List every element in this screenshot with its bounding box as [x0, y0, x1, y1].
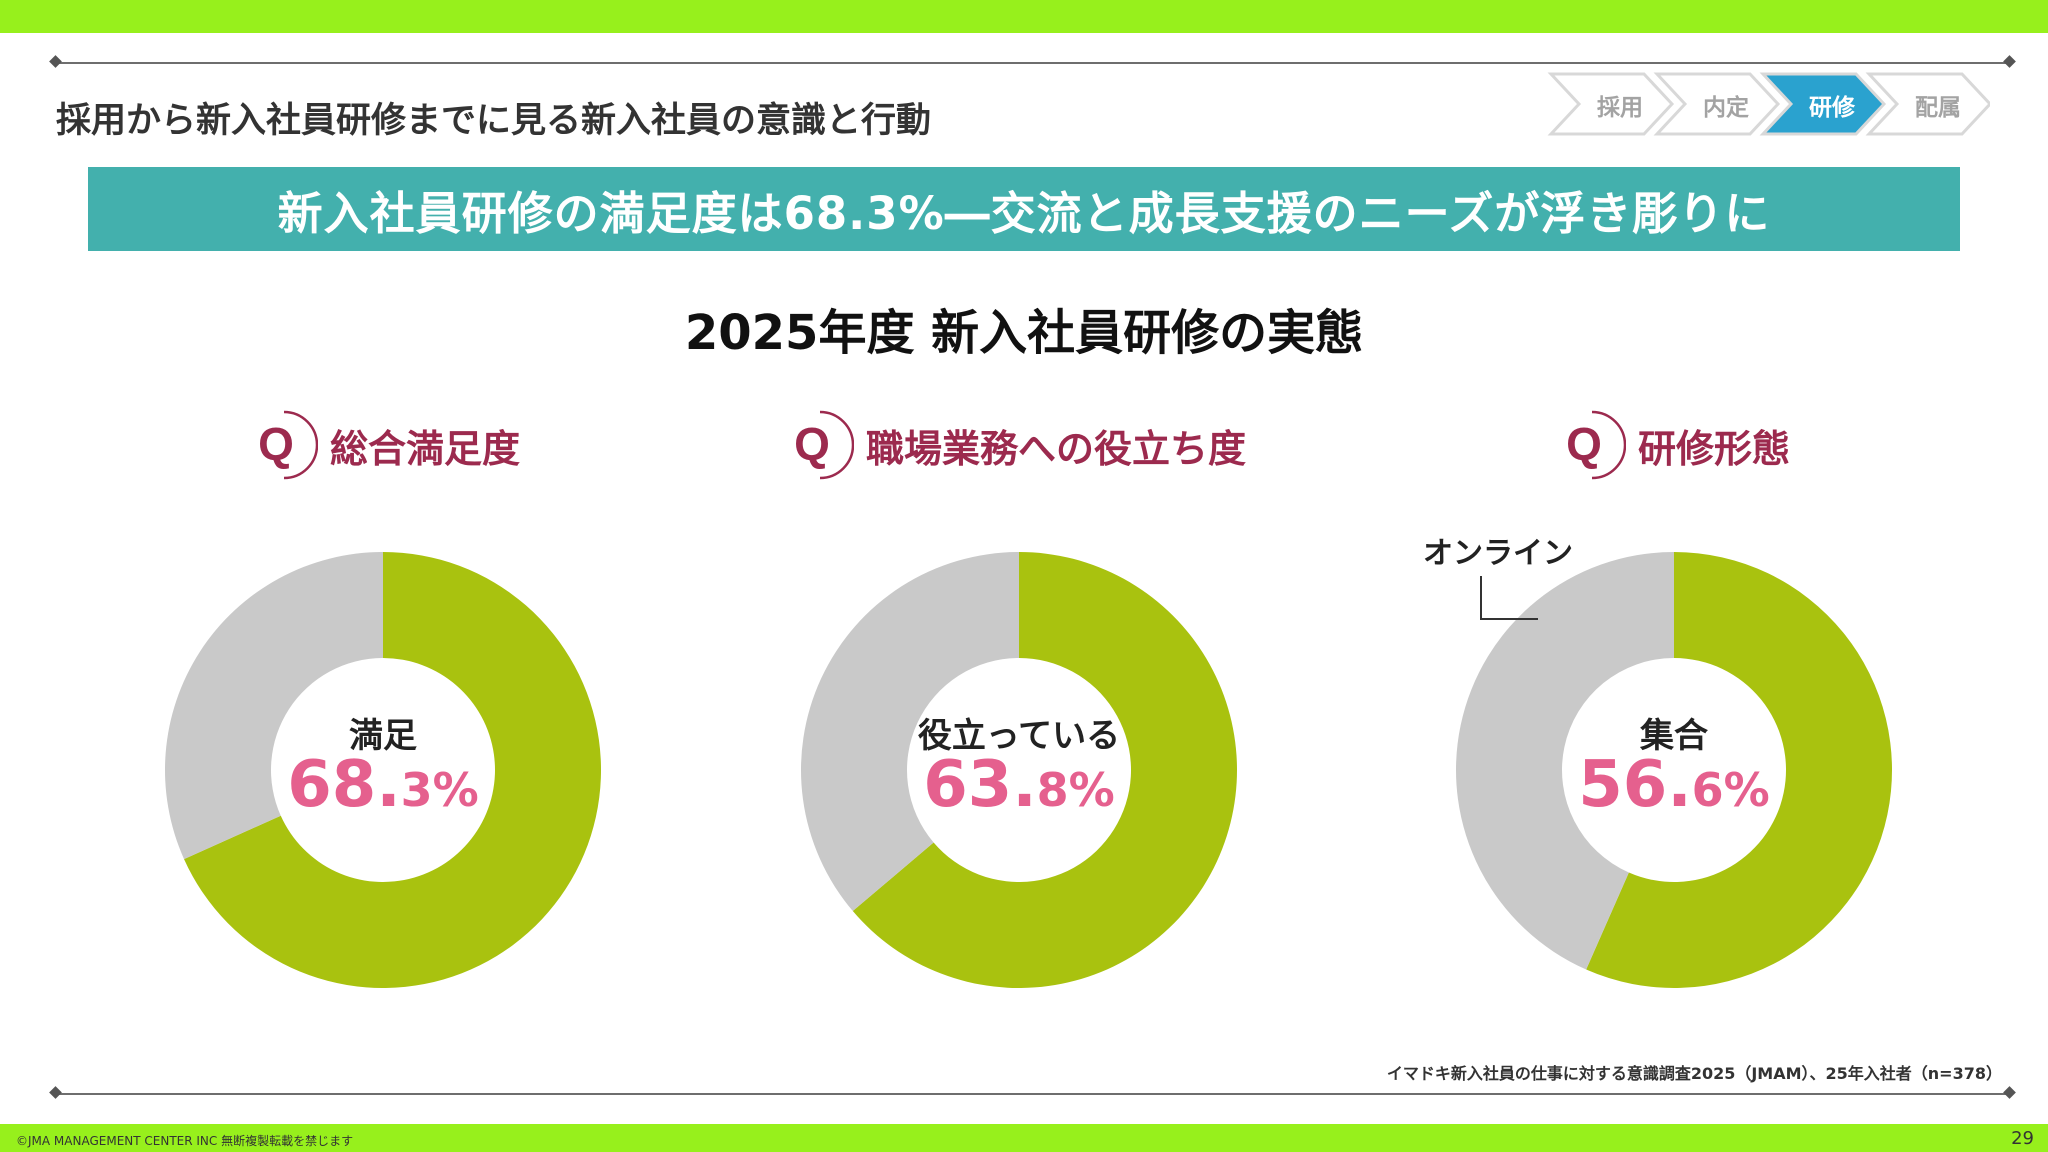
donut-slice-primary [184, 552, 601, 988]
donut-svg [1456, 552, 1892, 988]
donut-chart-satisfaction: 満足 68.3% [163, 550, 603, 990]
value-integer: 68. [287, 748, 401, 822]
donut-slice-remainder [1456, 552, 1674, 970]
step-label-naitei: 内定 [1703, 95, 1749, 121]
headline-banner: 新入社員研修の満足度は68.3%―交流と成長支援のニーズが浮き彫りに [88, 167, 1960, 251]
step-arrow-2 [1653, 72, 1781, 136]
value-decimal: 6% [1691, 763, 1770, 817]
question-header-1: Q 総合満足度 [240, 405, 520, 485]
bottom-brand-bar [0, 1124, 2048, 1152]
page-title: 採用から新入社員研修までに見る新入社員の意識と行動 [56, 101, 932, 141]
source-note: イマドキ新入社員の仕事に対する意識調査2025（JMAM）、25年入社者（n=3… [1386, 1064, 2002, 1083]
value-integer: 56. [1578, 748, 1692, 822]
donut-center-label: 満足 [349, 716, 417, 756]
value-integer: 63. [923, 748, 1037, 822]
donut-center-value: 56.6% [1454, 748, 1894, 822]
question-header-2: Q 職場業務への役立ち度 [776, 405, 1246, 485]
step-label-kenshu: 研修 [1809, 95, 1855, 121]
step-arrow-4 [1865, 72, 1990, 136]
donut-slice-remainder [801, 552, 1019, 912]
step-label-saiyo: 採用 [1597, 95, 1643, 121]
headline-text: 新入社員研修の満足度は68.3%―交流と成長支援のニーズが浮き彫りに [277, 186, 1771, 240]
donut-svg [801, 552, 1237, 988]
section-title: 2025年度 新入社員研修の実態 [684, 305, 1364, 361]
svg-text:Q: Q [258, 418, 294, 470]
donut-slice-primary [1586, 552, 1892, 988]
online-callout-label: オンライン [1423, 536, 1573, 571]
donut-center-value: 68.3% [163, 748, 603, 822]
process-steps: 採用 内定 研修 配属 [1545, 72, 1990, 136]
bottom-divider [55, 1093, 2010, 1095]
value-decimal: 8% [1036, 763, 1115, 817]
svg-text:Q: Q [794, 418, 830, 470]
step-label-haizoku: 配属 [1915, 95, 1961, 121]
value-decimal: 3% [400, 763, 479, 817]
q-mark-icon: Q [1566, 410, 1626, 480]
q-mark-icon: Q [258, 410, 318, 480]
question-header-3: Q 研修形態 [1548, 405, 1790, 485]
svg-text:Q: Q [1566, 418, 1602, 470]
step-arrow-3 [1759, 72, 1887, 136]
process-steps-arrows [1547, 72, 1990, 136]
donut-center-value: 63.8% [799, 748, 1239, 822]
donut-svg [165, 552, 601, 988]
step-arrow-1 [1547, 72, 1675, 136]
donut-chart-usefulness: 役立っている 63.8% [799, 550, 1239, 990]
top-brand-bar [0, 0, 2048, 33]
donut-center-label: 役立っている [917, 716, 1121, 756]
donut-center-label: 集合 [1640, 716, 1708, 756]
donut-slice-remainder [165, 552, 383, 860]
donut-slice-primary [852, 552, 1237, 988]
q-mark-icon: Q [794, 410, 854, 480]
page-number: 29 [2011, 1128, 2034, 1149]
question-text: 職場業務への役立ち度 [866, 426, 1247, 471]
question-text: 研修形態 [1638, 426, 1791, 471]
donut-chart-format: 集合 56.6% [1454, 550, 1894, 990]
top-divider [55, 62, 2010, 64]
online-callout-line [1480, 576, 1538, 620]
question-text: 総合満足度 [330, 426, 521, 471]
copyright-text: ©JMA MANAGEMENT CENTER INC 無断複製転載を禁じます [16, 1134, 354, 1148]
